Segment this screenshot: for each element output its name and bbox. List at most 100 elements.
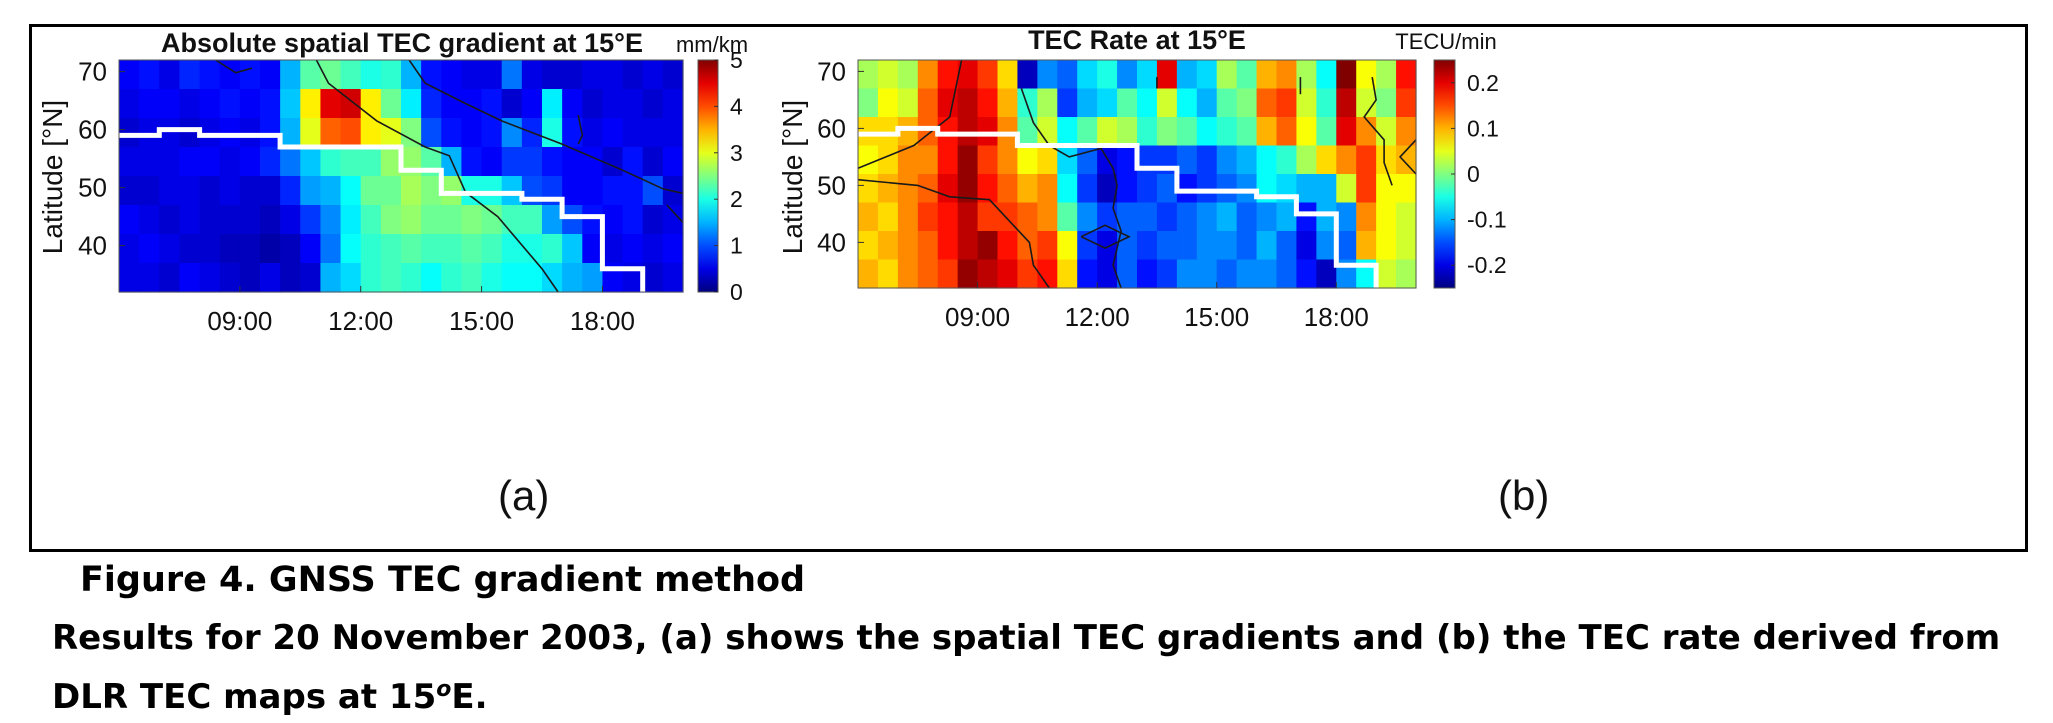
- heatmap-cell: [1017, 231, 1038, 261]
- heatmap-cell: [937, 259, 959, 289]
- heatmap-cell: [139, 176, 160, 206]
- heatmap-cell: [1276, 117, 1298, 147]
- heatmap-cell: [360, 118, 382, 148]
- heatmap-cell: [1236, 117, 1258, 147]
- heatmap-cell: [1017, 202, 1038, 232]
- heatmap-cell: [1057, 259, 1078, 289]
- heatmap-cell: [622, 60, 644, 90]
- heatmap-cell: [280, 176, 301, 206]
- heatmap-cell: [340, 118, 362, 148]
- heatmap-cell: [199, 89, 221, 119]
- heatmap-cell: [877, 174, 899, 204]
- heatmap-cell: [501, 263, 523, 293]
- heatmap-cell: [1356, 231, 1377, 261]
- figure-caption-body: Results for 20 November 2003, (a) shows …: [52, 612, 2012, 723]
- heatmap-cell: [1117, 145, 1138, 175]
- heatmap-cell: [219, 263, 241, 293]
- heatmap-cell: [280, 234, 301, 264]
- heatmap-cell: [219, 234, 241, 264]
- heatmap-cell: [1396, 174, 1417, 204]
- heatmap-cell: [1396, 231, 1417, 261]
- heatmap-cell: [1296, 117, 1317, 147]
- heatmap-cell: [219, 118, 241, 148]
- heatmap-cell: [360, 263, 382, 293]
- heatmap-cell: [501, 176, 523, 206]
- heatmap-cell: [320, 234, 342, 264]
- heatmap-cell: [542, 89, 563, 119]
- heatmap-cell: [622, 176, 644, 206]
- heatmap-cell: [1196, 231, 1218, 261]
- heatmap-cell: [159, 205, 181, 235]
- heatmap-cell: [582, 89, 604, 119]
- heatmap-cell: [1256, 202, 1278, 232]
- heatmap-cell: [1176, 117, 1198, 147]
- panel-a-label: (a): [498, 472, 550, 519]
- heatmap-cell: [139, 89, 160, 119]
- heatmap-cell: [602, 205, 624, 235]
- heatmap-cell: [957, 145, 979, 175]
- heatmap-cell: [1117, 259, 1138, 289]
- heatmap-cell: [320, 263, 342, 293]
- x-tick-label: 15:00: [449, 306, 514, 336]
- heatmap-cell: [582, 234, 604, 264]
- heatmap-cell: [421, 234, 442, 264]
- heatmap-cell: [320, 118, 342, 148]
- axes-box: [118, 59, 684, 293]
- heatmap-cell: [622, 234, 644, 264]
- heatmap-cell: [858, 88, 879, 118]
- heatmap-cell: [1017, 174, 1038, 204]
- heatmap-cell: [877, 231, 899, 261]
- heatmap-cell: [260, 176, 281, 206]
- heatmap-cell: [159, 89, 181, 119]
- heatmap-cell: [562, 89, 583, 119]
- heatmap-cell: [1057, 174, 1078, 204]
- heatmap-cell: [1236, 174, 1258, 204]
- heatmap-cell: [1376, 259, 1397, 289]
- heatmap-cell: [1336, 231, 1357, 261]
- colorbar-tick-label: 5: [730, 47, 743, 73]
- heatmap-cell: [1037, 174, 1058, 204]
- heatmap-cell: [1316, 145, 1337, 175]
- heatmap-cell: [300, 263, 322, 293]
- heatmap-cell: [642, 60, 664, 90]
- heatmap-cell: [1316, 117, 1337, 147]
- heatmap-cell: [1057, 145, 1078, 175]
- heatmap-cell: [1137, 60, 1158, 90]
- heatmap-cell: [139, 205, 160, 235]
- heatmap-cell: [119, 147, 140, 177]
- heatmap-cell: [521, 89, 543, 119]
- heatmap-cell: [877, 145, 899, 175]
- heatmap-cell: [199, 263, 221, 293]
- heatmap-cell: [441, 263, 463, 293]
- heatmap-cell: [642, 89, 664, 119]
- heatmap-cell: [179, 60, 201, 90]
- heatmap-cell: [1256, 259, 1278, 289]
- heatmap-cell: [997, 231, 1019, 261]
- colorbar-tick-label: 0: [730, 279, 743, 305]
- heatmap-cell: [401, 176, 422, 206]
- heatmap-cell: [1216, 60, 1238, 90]
- contour-line: [315, 59, 559, 293]
- y-tick-label: 40: [78, 231, 107, 261]
- heatmap-cell: [421, 60, 442, 90]
- heatmap-cell: [159, 147, 181, 177]
- heatmap-cell: [521, 263, 543, 293]
- heatmap-cell: [1216, 174, 1238, 204]
- heatmap-cell: [300, 60, 322, 90]
- heatmap-cell: [1316, 88, 1337, 118]
- heatmap-cell: [1137, 231, 1158, 261]
- x-tick-label: 12:00: [328, 306, 393, 336]
- heatmap-cell: [1236, 259, 1258, 289]
- heatmap-cell: [642, 205, 664, 235]
- heatmap-cell: [139, 147, 160, 177]
- heatmap-cell: [917, 145, 939, 175]
- heatmap-cell: [1196, 259, 1218, 289]
- heatmap-cell: [1017, 145, 1038, 175]
- heatmap-cell: [119, 176, 140, 206]
- heatmap-cell: [1077, 117, 1098, 147]
- heatmap-cell: [622, 205, 644, 235]
- heatmap-cell: [858, 60, 879, 90]
- heatmap-cell: [360, 89, 382, 119]
- heatmap-cell: [1097, 202, 1118, 232]
- heatmap-cell: [159, 176, 181, 206]
